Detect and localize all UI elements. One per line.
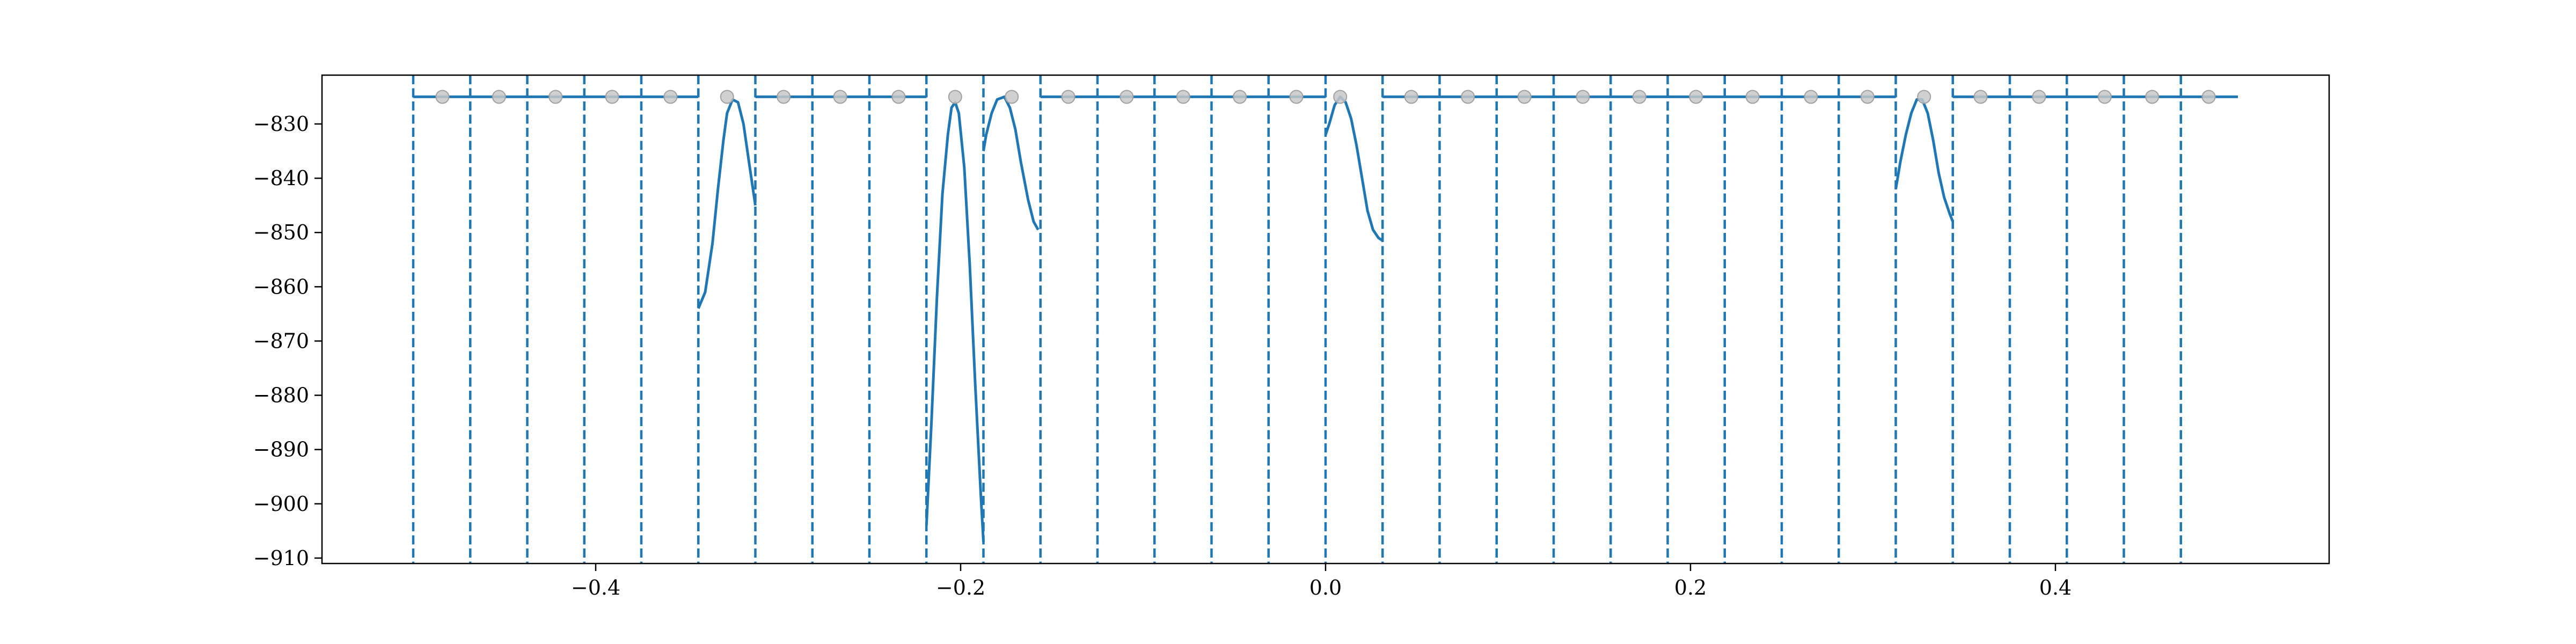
marker-point-24 bbox=[1804, 90, 1818, 104]
marker-point-7 bbox=[833, 90, 847, 104]
marker-point-3 bbox=[605, 90, 619, 104]
marker-point-13 bbox=[1176, 90, 1190, 104]
x-tick-label-1: −0.2 bbox=[936, 576, 985, 599]
marker-point-11 bbox=[1061, 90, 1075, 104]
y-tick-label-6: −890 bbox=[253, 438, 309, 462]
marker-point-17 bbox=[1404, 90, 1418, 104]
marker-point-4 bbox=[663, 90, 678, 104]
marker-point-14 bbox=[1233, 90, 1247, 104]
marker-point-21 bbox=[1632, 90, 1646, 104]
y-tick-label-8: −910 bbox=[253, 546, 309, 570]
y-tick-label-3: −860 bbox=[253, 275, 309, 298]
marker-point-6 bbox=[777, 90, 791, 104]
y-tick-label-0: −830 bbox=[253, 112, 309, 136]
x-tick-label-4: 0.4 bbox=[2039, 576, 2072, 599]
marker-point-12 bbox=[1119, 90, 1134, 104]
marker-point-8 bbox=[891, 90, 906, 104]
series-segment-1 bbox=[697, 98, 757, 309]
series-segment-8 bbox=[1894, 98, 1955, 222]
segment-boundaries bbox=[412, 75, 2182, 564]
marker-point-15 bbox=[1289, 90, 1304, 104]
marker-point-0 bbox=[435, 90, 450, 104]
marker-point-10 bbox=[1005, 90, 1019, 104]
marker-point-18 bbox=[1461, 90, 1475, 104]
marker-point-1 bbox=[492, 90, 506, 104]
y-tick-label-1: −840 bbox=[253, 166, 309, 190]
series-segment-3 bbox=[925, 101, 985, 542]
marker-point-9 bbox=[948, 90, 962, 104]
marker-point-30 bbox=[2145, 90, 2160, 104]
x-tick-label-3: 0.2 bbox=[1674, 576, 1707, 599]
marker-point-31 bbox=[2201, 90, 2216, 104]
marker-point-20 bbox=[1576, 90, 1590, 104]
series-segment-6 bbox=[1324, 95, 1384, 242]
marker-point-19 bbox=[1517, 90, 1532, 104]
y-axis-ticks: −830 −840 −850 −860 −870 −880 −890 −900 −910 bbox=[253, 112, 322, 570]
y-tick-label-4: −870 bbox=[253, 329, 309, 353]
x-axis-ticks: −0.4 −0.2 0.0 0.2 0.4 bbox=[571, 564, 2072, 599]
x-tick-label-0: −0.4 bbox=[571, 576, 620, 599]
marker-point-16 bbox=[1333, 90, 1348, 104]
marker-point-29 bbox=[2097, 90, 2112, 104]
marker-point-28 bbox=[2032, 90, 2046, 104]
marker-points bbox=[435, 90, 2216, 104]
y-tick-label-5: −880 bbox=[253, 384, 309, 407]
x-tick-label-2: 0.0 bbox=[1309, 576, 1342, 599]
marker-point-26 bbox=[1917, 90, 1931, 104]
marker-point-25 bbox=[1860, 90, 1875, 104]
marker-point-27 bbox=[1973, 90, 1988, 104]
marker-point-2 bbox=[548, 90, 563, 104]
marker-point-23 bbox=[1745, 90, 1760, 104]
y-tick-label-7: −900 bbox=[253, 492, 309, 516]
series-segment-4 bbox=[982, 95, 1040, 231]
marker-point-22 bbox=[1689, 90, 1703, 104]
marker-point-5 bbox=[720, 90, 734, 104]
y-tick-label-2: −850 bbox=[253, 221, 309, 244]
